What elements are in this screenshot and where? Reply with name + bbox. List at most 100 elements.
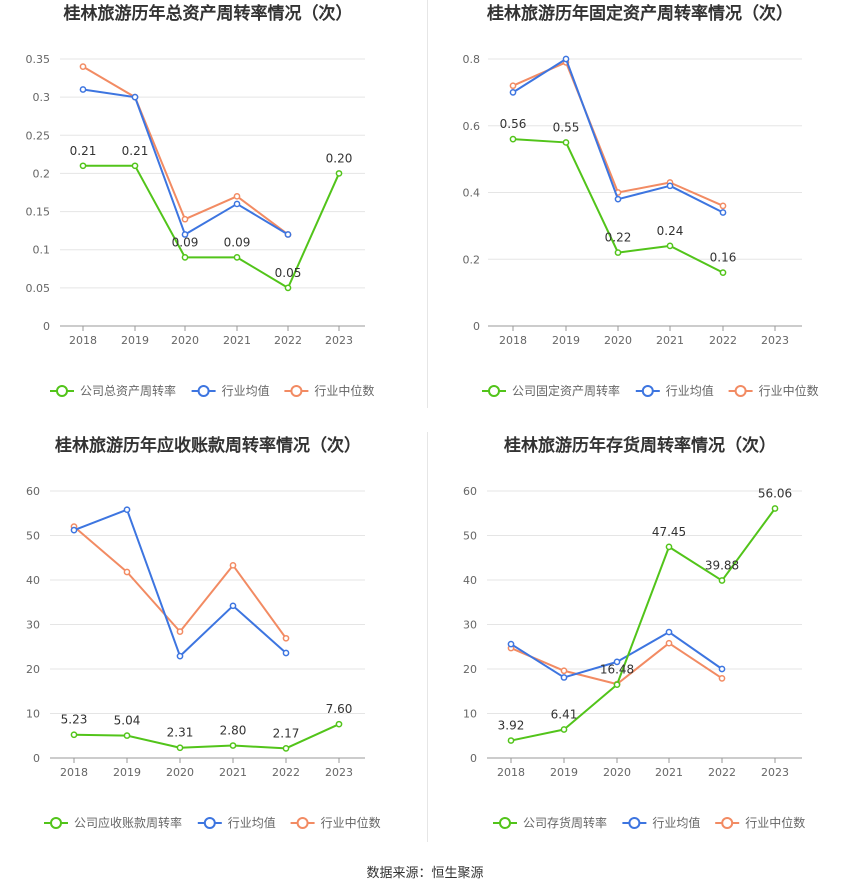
chart-panel-2: 桂林旅游历年固定资产周转率情况（次） 0 0.2 0.4 0.6 0.8 2018 2019 2… [463, 3, 819, 398]
legend-label: 行业中位数 [321, 815, 381, 830]
data-point [123, 732, 131, 739]
x-tick-label: 2023 [761, 766, 789, 779]
legend-marker [734, 385, 747, 397]
y-tick-label: 0.4 [463, 187, 481, 200]
y-tick-label: 0.2 [463, 253, 481, 266]
data-label: 0.55 [553, 120, 580, 134]
divider-top [427, 0, 428, 408]
legend-item-2: 行业均值 [197, 815, 276, 830]
x-tick-label: 2020 [166, 766, 194, 779]
legend-item-1: 公司应收账款周转率 [44, 815, 182, 830]
data-point [560, 726, 568, 733]
y-tick-label: 60 [26, 485, 40, 498]
data-point [666, 242, 674, 250]
data-point [560, 674, 568, 681]
x-tick-label: 2022 [709, 334, 737, 347]
y-tick-label: 20 [463, 663, 477, 676]
data-point [335, 170, 343, 177]
chart-panel-1: 桂林旅游历年总资产周转率情况（次） 0 0.05 0.1 0.15 0.2 0.25 0.3 0… [26, 3, 375, 398]
data-point [719, 209, 727, 216]
x-tick-label: 2020 [171, 334, 199, 347]
y-tick-label: 30 [463, 619, 477, 632]
source-label: 数据来源：恒生聚源 [366, 866, 484, 881]
data-point [181, 231, 189, 238]
series-line-3 [512, 61, 724, 207]
data-point [509, 135, 517, 143]
x-tick-label: 2018 [499, 334, 527, 347]
data-point [665, 639, 673, 647]
data-point [176, 628, 184, 635]
data-point [233, 253, 241, 261]
y-tick-label: 0 [470, 752, 477, 765]
legend-label: 行业均值 [228, 815, 276, 830]
legend-item-3: 行业中位数 [284, 383, 374, 398]
legend-item-2: 行业均值 [622, 815, 700, 830]
x-tick-label: 2020 [603, 766, 631, 779]
data-label: 0.05 [275, 266, 302, 280]
legend-marker [641, 385, 654, 397]
legend-label: 行业中位数 [759, 383, 819, 398]
y-tick-label: 0.1 [33, 244, 51, 257]
legend-marker [296, 817, 309, 829]
series-line-1 [73, 723, 340, 750]
legend-item-3: 行业中位数 [728, 383, 819, 398]
legend-label: 行业均值 [666, 383, 714, 398]
data-point [284, 284, 292, 292]
y-tick-label: 0.05 [26, 282, 51, 295]
data-label: 0.09 [172, 235, 199, 249]
y-tick-label: 0.25 [26, 129, 51, 142]
chart-title: 桂林旅游历年固定资产周转率情况（次） [486, 3, 793, 24]
data-point [613, 681, 621, 689]
legend-marker [488, 385, 500, 397]
chart-title: 桂林旅游历年存货周转率情况（次） [503, 435, 776, 456]
data-point [771, 505, 779, 512]
data-label: 39.88 [705, 559, 739, 573]
x-tick-label: 2019 [552, 334, 580, 347]
legend-marker [197, 385, 210, 397]
data-point [665, 543, 673, 551]
data-point [509, 89, 517, 96]
data-label: 2.17 [273, 726, 300, 740]
y-tick-label: 10 [26, 708, 40, 721]
legend-label: 行业中位数 [314, 383, 374, 398]
data-point [123, 568, 131, 576]
data-label: 0.21 [122, 144, 149, 158]
y-tick-label: 40 [26, 574, 40, 587]
legend-marker [56, 385, 68, 397]
y-tick-label: 20 [26, 663, 40, 676]
data-point [70, 731, 78, 739]
data-point [282, 649, 290, 657]
legend-item-1: 公司存货周转率 [493, 815, 607, 830]
data-label: 0.09 [224, 235, 251, 249]
x-tick-label: 2021 [223, 334, 251, 347]
data-label: 3.92 [498, 719, 525, 733]
data-label: 0.21 [70, 144, 97, 158]
legend-item-3: 行业中位数 [715, 815, 805, 830]
data-point [666, 182, 674, 190]
legend-label: 公司固定资产周转率 [512, 383, 620, 398]
data-label: 0.20 [326, 151, 353, 165]
data-point [507, 640, 515, 648]
y-tick-label: 0.2 [33, 167, 51, 180]
legend-marker [290, 385, 303, 397]
legend-item-2: 行业均值 [635, 383, 714, 398]
data-label: 16.48 [600, 663, 634, 677]
data-point [123, 506, 131, 514]
data-point [560, 667, 568, 675]
chart-title: 桂林旅游历年总资产周转率情况（次） [63, 3, 353, 24]
data-point [718, 674, 726, 682]
data-point [131, 162, 139, 170]
legend-marker [628, 817, 641, 829]
y-tick-label: 0.35 [26, 53, 51, 66]
data-point [284, 231, 292, 238]
legend-item-1: 公司固定资产周转率 [482, 383, 620, 398]
chart-panel-3: 桂林旅游历年应收账款周转率情况（次） 0 10 20 30 40 50 60 2018 2019 2… [26, 435, 381, 830]
y-tick-label: 0.8 [463, 53, 481, 66]
data-label: 5.23 [61, 713, 88, 727]
x-tick-label: 2022 [708, 766, 736, 779]
legend-marker [499, 817, 511, 829]
data-point [79, 63, 87, 70]
data-point [229, 561, 237, 569]
y-tick-label: 30 [26, 619, 40, 632]
data-label: 0.56 [500, 117, 527, 131]
